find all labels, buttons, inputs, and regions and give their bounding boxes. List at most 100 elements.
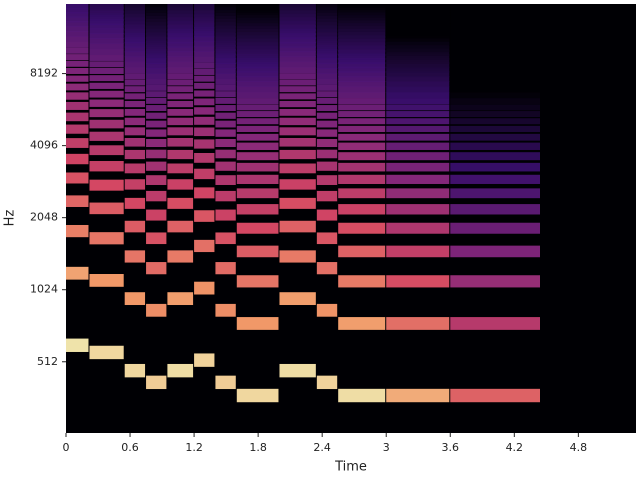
- harmonic-band: [146, 139, 167, 148]
- x-tick-label: 0.6: [121, 441, 139, 454]
- harmonic-band: [450, 71, 540, 78]
- harmonic-band: [194, 51, 215, 58]
- harmonic-band: [146, 375, 167, 390]
- harmonic-band: [450, 388, 540, 403]
- harmonic-band: [279, 4, 316, 11]
- harmonic-band: [146, 19, 167, 26]
- harmonic-band: [236, 66, 279, 73]
- harmonic-band: [124, 79, 146, 86]
- harmonic-band: [450, 204, 540, 215]
- harmonic-band: [89, 82, 124, 89]
- harmonic-band: [316, 149, 338, 159]
- harmonic-band: [338, 204, 386, 215]
- harmonic-band: [450, 92, 540, 99]
- harmonic-band: [279, 73, 316, 80]
- harmonic-band: [386, 57, 450, 64]
- harmonic-band: [450, 188, 540, 199]
- harmonic-band: [194, 98, 215, 106]
- harmonic-band: [124, 25, 146, 32]
- harmonic-band: [215, 112, 236, 119]
- harmonic-band: [316, 73, 338, 80]
- harmonic-band: [236, 162, 279, 172]
- harmonic-band: [338, 92, 386, 99]
- harmonic-band: [215, 149, 236, 159]
- harmonic-band: [194, 35, 215, 42]
- harmonic-band: [194, 353, 215, 367]
- harmonic-band: [194, 116, 215, 125]
- harmonic-band: [124, 21, 146, 28]
- harmonic-band: [215, 232, 236, 245]
- harmonic-band: [215, 40, 236, 47]
- harmonic-band: [279, 86, 316, 93]
- harmonic-band: [450, 35, 540, 42]
- harmonic-band: [194, 22, 215, 29]
- harmonic-band: [89, 145, 124, 156]
- harmonic-band: [167, 127, 194, 136]
- harmonic-band: [236, 35, 279, 42]
- harmonic-band: [124, 41, 146, 48]
- harmonic-band: [386, 118, 450, 125]
- harmonic-band: [236, 388, 279, 403]
- x-tick-label: 0: [63, 441, 70, 454]
- harmonic-band: [450, 152, 540, 161]
- harmonic-band: [167, 137, 194, 147]
- harmonic-band: [89, 179, 124, 191]
- harmonic-band: [215, 129, 236, 137]
- harmonic-band: [386, 53, 450, 60]
- x-tick-label: 4.2: [506, 441, 524, 454]
- x-tick-label: 2.4: [313, 441, 331, 454]
- harmonic-band: [215, 25, 236, 32]
- harmonic-band: [167, 197, 194, 209]
- harmonic-band: [146, 33, 167, 40]
- harmonic-band: [450, 86, 540, 93]
- harmonic-band: [146, 22, 167, 29]
- harmonic-band: [167, 4, 194, 11]
- harmonic-band: [279, 137, 316, 147]
- harmonic-band: [450, 29, 540, 36]
- harmonic-band: [386, 66, 450, 73]
- harmonic-band: [146, 149, 167, 159]
- harmonic-band: [236, 222, 279, 234]
- harmonic-band: [338, 39, 386, 46]
- harmonic-band: [167, 117, 194, 126]
- harmonic-band: [215, 19, 236, 26]
- x-tick-label: 1.2: [185, 441, 203, 454]
- harmonic-band: [338, 46, 386, 53]
- harmonic-band: [146, 175, 167, 185]
- harmonic-band: [167, 163, 194, 174]
- harmonic-band: [338, 42, 386, 49]
- harmonic-band: [124, 56, 146, 63]
- harmonic-band: [316, 209, 338, 221]
- harmonic-band: [450, 39, 540, 46]
- harmonic-band: [66, 16, 89, 23]
- harmonic-band: [89, 345, 124, 360]
- harmonic-band: [316, 97, 338, 104]
- harmonic-band: [279, 67, 316, 74]
- harmonic-band: [215, 12, 236, 19]
- harmonic-band: [215, 209, 236, 221]
- harmonic-band: [338, 86, 386, 93]
- harmonic-band: [279, 292, 316, 306]
- harmonic-band: [316, 84, 338, 91]
- harmonic-band: [386, 111, 450, 118]
- harmonic-band: [167, 149, 194, 160]
- harmonic-band: [194, 18, 215, 25]
- harmonic-band: [386, 71, 450, 78]
- harmonic-band: [316, 58, 338, 65]
- harmonic-band: [236, 275, 279, 288]
- harmonic-band: [338, 32, 386, 39]
- harmonic-band: [236, 188, 279, 199]
- harmonic-band: [316, 19, 338, 26]
- harmonic-band: [316, 161, 338, 171]
- harmonic-band: [215, 58, 236, 65]
- harmonic-band: [279, 220, 316, 233]
- harmonic-band: [386, 174, 450, 184]
- harmonic-band: [236, 25, 279, 32]
- harmonic-band: [236, 98, 279, 105]
- harmonic-band: [146, 232, 167, 245]
- harmonic-band: [386, 317, 450, 330]
- harmonic-band: [338, 57, 386, 64]
- harmonic-band: [386, 4, 450, 8]
- harmonic-band: [66, 41, 89, 48]
- harmonic-band: [66, 47, 89, 54]
